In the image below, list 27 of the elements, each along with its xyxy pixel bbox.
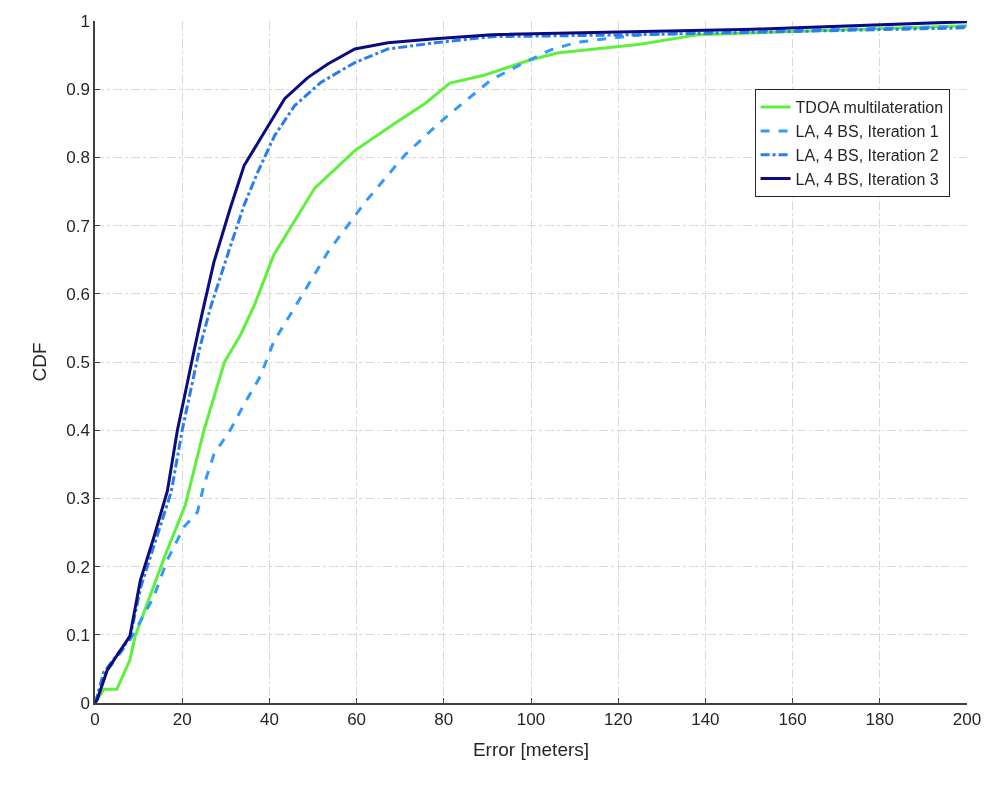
x-tick-label: 120 (604, 710, 633, 730)
y-tick-label: 0.1 (66, 625, 90, 645)
legend-label: LA, 4 BS, Iteration 2 (795, 146, 939, 164)
x-tick-label: 40 (259, 710, 279, 730)
y-tick-label: 1 (80, 11, 90, 31)
legend-label: LA, 4 BS, Iteration 1 (795, 123, 939, 141)
y-tick-label: 0.9 (66, 80, 90, 100)
y-tick-label: 0.7 (66, 216, 90, 236)
y-tick-label: 0.8 (66, 148, 90, 168)
legend-label: LA, 4 BS, Iteration 3 (795, 170, 939, 188)
x-tick-label: 80 (434, 710, 454, 730)
x-tick-label: 60 (347, 710, 367, 730)
x-tick-label: 100 (516, 710, 546, 730)
x-tick-label: 180 (865, 710, 894, 730)
legend-label: TDOA multilateration (795, 99, 944, 117)
y-tick-label: 0.6 (66, 284, 90, 304)
x-tick-label: 160 (778, 710, 807, 730)
x-tick-label: 140 (691, 710, 720, 730)
x-axis-title: Error [meters] (472, 739, 590, 761)
y-tick-label: 0.5 (66, 352, 90, 372)
x-tick-label: 20 (172, 710, 192, 730)
y-tick-label: 0.3 (66, 489, 90, 509)
y-tick-label: 0.2 (66, 557, 90, 577)
x-tick-label: 200 (952, 710, 982, 730)
y-tick-label: 0 (80, 693, 90, 713)
y-tick-label: 0.4 (66, 421, 90, 441)
y-axis-title: CDF (28, 342, 50, 382)
